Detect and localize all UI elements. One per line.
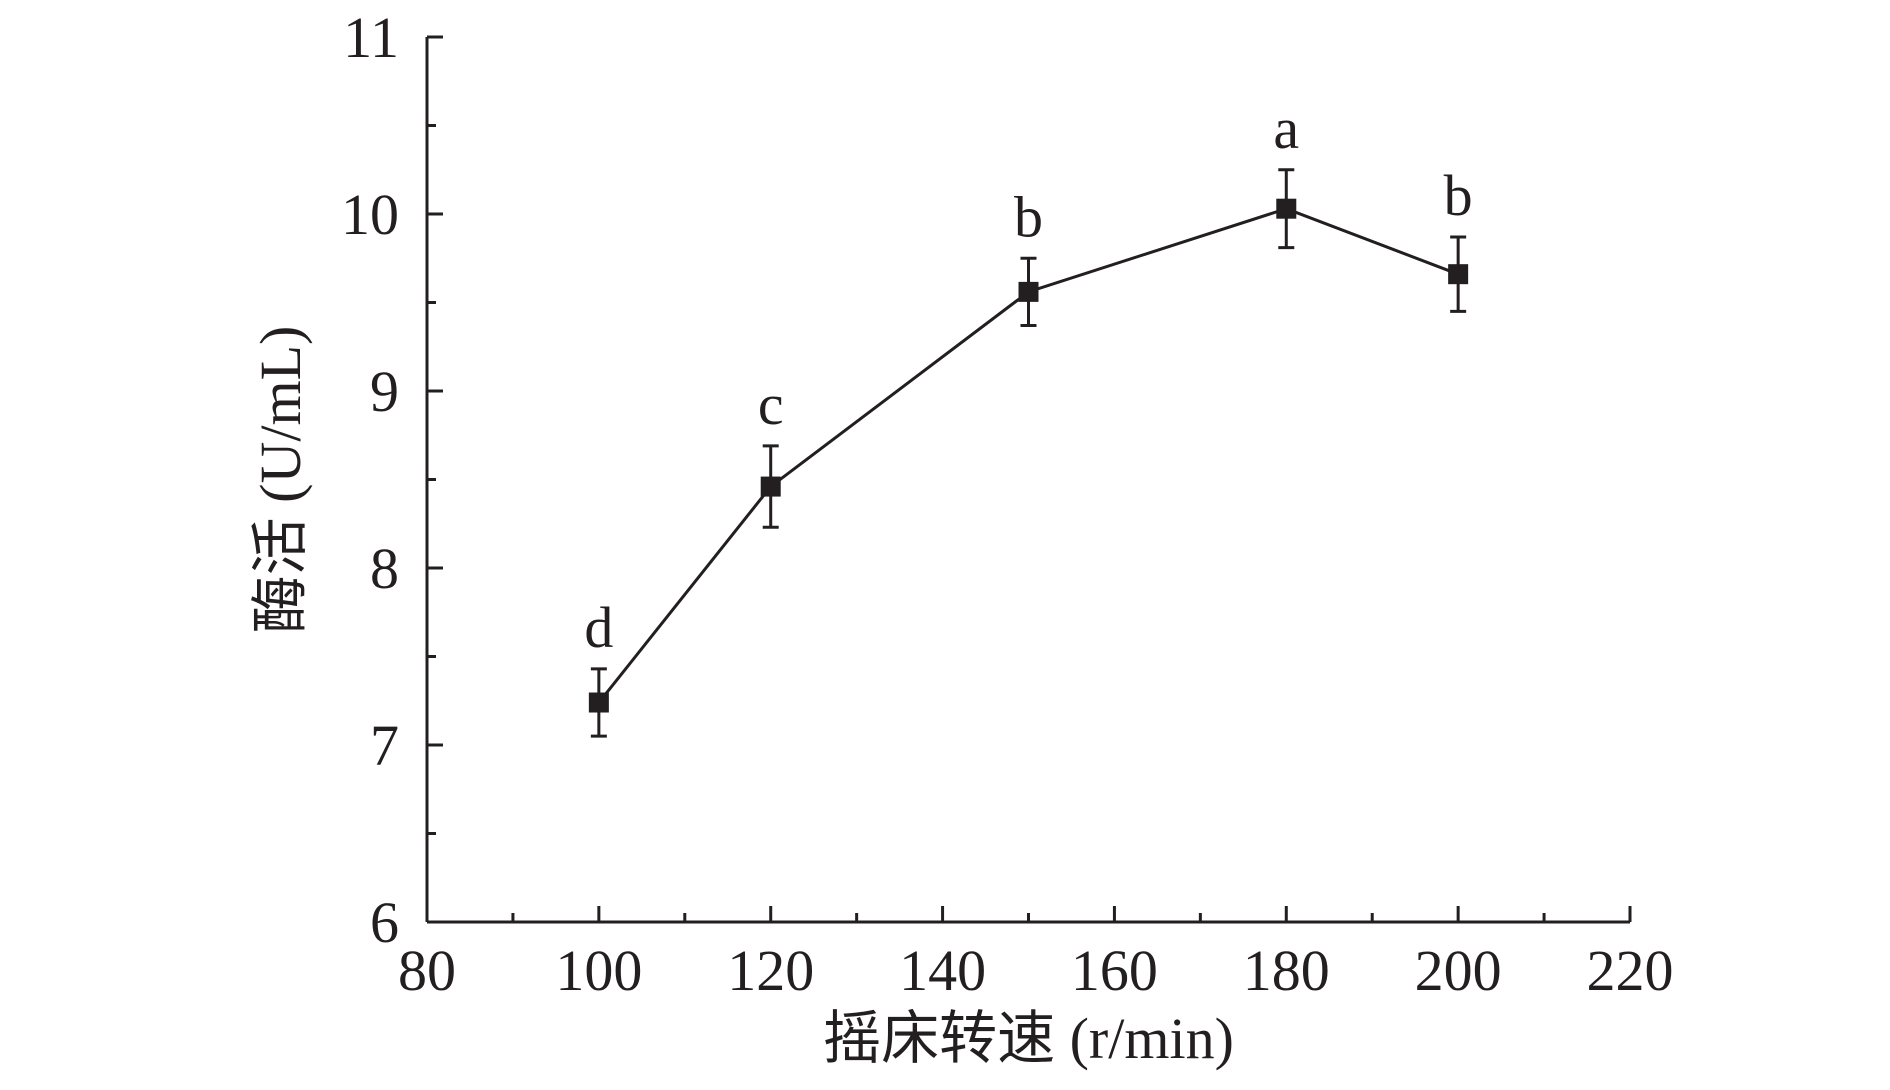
y-tick-label: 7 — [370, 713, 399, 778]
significance-label: c — [758, 372, 784, 437]
y-axis-title: 酶活 (U/mL) — [248, 326, 313, 634]
plot-area: d c b a b — [584, 96, 1473, 738]
y-tick-label: 11 — [343, 5, 399, 70]
data-point — [1018, 281, 1039, 302]
x-tick-label: 180 — [1243, 938, 1330, 1003]
x-tick-label: 140 — [899, 938, 986, 1003]
x-tick-label: 200 — [1415, 938, 1502, 1003]
y-tick-label: 10 — [341, 182, 399, 247]
y-tick-label: 9 — [370, 359, 399, 424]
x-tick-label: 220 — [1587, 938, 1674, 1003]
y-tick-label: 8 — [370, 536, 399, 601]
x-tick-label: 80 — [398, 938, 456, 1003]
significance-label: b — [1014, 184, 1043, 249]
tick-labels: 80 100 120 140 160 180 200 220 6 7 8 9 10 11 — [341, 5, 1674, 1003]
ticks — [425, 35, 1632, 924]
data-point — [760, 476, 781, 497]
x-axis-title: 摇床转速 (r/min) — [823, 1006, 1234, 1071]
data-point — [1276, 198, 1297, 219]
significance-label: b — [1444, 163, 1473, 228]
significance-label: d — [584, 595, 613, 660]
x-tick-label: 160 — [1071, 938, 1158, 1003]
x-tick-label: 120 — [727, 938, 814, 1003]
data-point — [588, 692, 609, 713]
significance-label: a — [1273, 96, 1299, 161]
data-point — [1448, 264, 1469, 285]
y-tick-label: 6 — [370, 890, 399, 955]
x-tick-label: 100 — [555, 938, 642, 1003]
